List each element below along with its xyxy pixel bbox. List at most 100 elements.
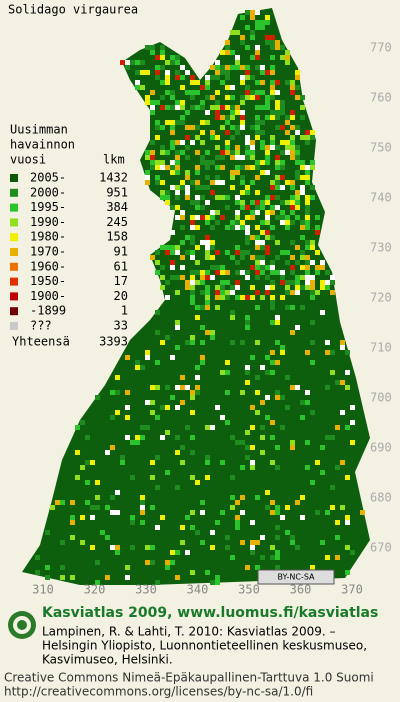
grid-cell — [170, 145, 175, 150]
license-link[interactable]: http://creativecommons.org/licenses/by-n… — [4, 685, 313, 699]
grid-cell — [145, 355, 150, 360]
grid-cell — [290, 220, 295, 225]
grid-cell — [250, 295, 255, 300]
grid-cell — [300, 250, 305, 255]
grid-cell — [260, 295, 265, 300]
grid-cell — [260, 170, 265, 175]
grid-cell — [185, 515, 190, 520]
grid-cell — [75, 425, 80, 430]
grid-cell — [280, 185, 285, 190]
legend-count: 245 — [106, 215, 128, 229]
grid-cell — [315, 250, 320, 255]
grid-cell — [275, 175, 280, 180]
grid-cell — [295, 125, 300, 130]
grid-cell — [275, 145, 280, 150]
grid-cell — [85, 460, 90, 465]
grid-cell — [270, 90, 275, 95]
grid-cell — [215, 580, 220, 585]
grid-cell — [145, 70, 150, 75]
grid-cell — [180, 265, 185, 270]
grid-cell — [170, 395, 175, 400]
grid-cell — [145, 545, 150, 550]
grid-cell — [175, 120, 180, 125]
grid-cell — [160, 265, 165, 270]
grid-cell — [130, 545, 135, 550]
grid-cell — [290, 90, 295, 95]
legend-swatch — [10, 248, 18, 256]
grid-cell — [300, 275, 305, 280]
grid-cell — [280, 105, 285, 110]
grid-cell — [240, 115, 245, 120]
grid-cell — [250, 30, 255, 35]
grid-cell — [185, 125, 190, 130]
grid-cell — [340, 345, 345, 350]
x-coordinate-label: 310 — [32, 583, 54, 597]
grid-cell — [315, 230, 320, 235]
grid-cell — [245, 430, 250, 435]
grid-cell — [315, 290, 320, 295]
grid-cell — [245, 95, 250, 100]
grid-cell — [185, 285, 190, 290]
grid-cell — [260, 105, 265, 110]
grid-cell — [220, 125, 225, 130]
grid-cell — [240, 295, 245, 300]
grid-cell — [245, 315, 250, 320]
grid-cell — [270, 235, 275, 240]
grid-cell — [225, 45, 230, 50]
grid-cell — [160, 80, 165, 85]
grid-cell — [235, 55, 240, 60]
grid-cell — [290, 150, 295, 155]
grid-cell — [300, 175, 305, 180]
grid-cell — [250, 215, 255, 220]
grid-cell — [115, 550, 120, 555]
grid-cell — [260, 140, 265, 145]
grid-cell — [265, 150, 270, 155]
grid-cell — [255, 290, 260, 295]
grid-cell — [235, 525, 240, 530]
grid-cell — [275, 100, 280, 105]
grid-cell — [270, 195, 275, 200]
grid-cell — [165, 120, 170, 125]
grid-cell — [270, 135, 275, 140]
grid-cell — [205, 460, 210, 465]
grid-cell — [305, 265, 310, 270]
grid-cell — [225, 105, 230, 110]
grid-cell — [315, 215, 320, 220]
grid-cell — [240, 225, 245, 230]
grid-cell — [305, 175, 310, 180]
grid-cell — [310, 260, 315, 265]
grid-cell — [190, 220, 195, 225]
grid-cell — [160, 405, 165, 410]
site-link[interactable]: Kasviatlas 2009, www.luomus.fi/kasviatla… — [42, 605, 378, 621]
grid-cell — [215, 75, 220, 80]
grid-cell — [325, 435, 330, 440]
grid-cell — [290, 125, 295, 130]
grid-cell — [310, 130, 315, 135]
grid-cell — [195, 205, 200, 210]
legend-swatch — [10, 322, 18, 330]
grid-cell — [255, 125, 260, 130]
grid-cell — [205, 290, 210, 295]
grid-cell — [205, 245, 210, 250]
grid-cell — [295, 205, 300, 210]
grid-cell — [235, 60, 240, 65]
grid-cell — [205, 120, 210, 125]
grid-cell — [320, 310, 325, 315]
grid-cell — [350, 420, 355, 425]
grid-cell — [110, 415, 115, 420]
grid-cell — [255, 115, 260, 120]
grid-cell — [220, 290, 225, 295]
grid-cell — [220, 265, 225, 270]
grid-cell — [200, 105, 205, 110]
grid-cell — [95, 395, 100, 400]
grid-cell — [165, 565, 170, 570]
grid-cell — [135, 80, 140, 85]
grid-cell — [225, 150, 230, 155]
grid-cell — [160, 180, 165, 185]
grid-cell — [265, 100, 270, 105]
grid-cell — [300, 115, 305, 120]
grid-cell — [170, 95, 175, 100]
grid-cell — [220, 510, 225, 515]
grid-cell — [310, 340, 315, 345]
grid-cell — [340, 380, 345, 385]
